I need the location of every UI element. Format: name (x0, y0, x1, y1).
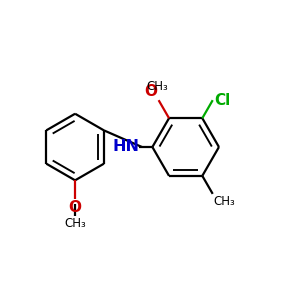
Text: HN: HN (112, 139, 139, 154)
Text: O: O (144, 84, 158, 99)
Text: CH₃: CH₃ (146, 80, 168, 93)
Text: CH₃: CH₃ (214, 195, 236, 208)
Text: Cl: Cl (214, 93, 230, 108)
Text: O: O (69, 200, 82, 215)
Text: CH₃: CH₃ (64, 217, 86, 230)
